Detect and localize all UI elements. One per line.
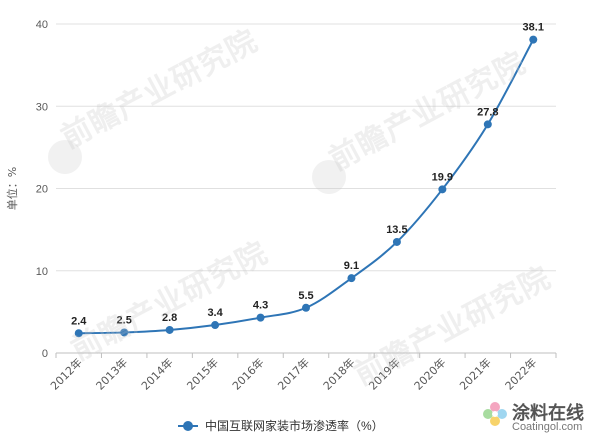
data-label: 3.4 — [207, 307, 223, 319]
data-label: 38.1 — [523, 22, 544, 34]
x-tick-label: 2012年 — [47, 355, 84, 392]
logo-text-en: Coatingol.com — [512, 421, 583, 433]
y-tick-label: 40 — [36, 19, 48, 31]
x-tick-label: 2019年 — [366, 355, 403, 392]
x-tick-label: 2013年 — [93, 355, 130, 392]
x-tick-label: 2016年 — [229, 355, 266, 392]
x-tick-label: 2014年 — [138, 355, 175, 392]
data-point — [120, 328, 129, 337]
data-label: 2.4 — [71, 315, 87, 327]
y-tick-label: 0 — [42, 348, 48, 360]
y-tick-label: 20 — [36, 184, 48, 196]
legend-marker — [178, 420, 198, 431]
x-tick-label: 2018年 — [320, 355, 357, 392]
legend-label: 中国互联网家装市场渗透率（%） — [205, 419, 384, 433]
data-point — [211, 321, 220, 330]
data-label: 2.5 — [117, 314, 132, 326]
data-label: 27.8 — [477, 106, 498, 118]
data-point — [302, 303, 310, 312]
flower-logo-icon — [483, 402, 507, 426]
data-label: 5.5 — [298, 290, 313, 302]
series-line — [78, 39, 535, 335]
data-point — [529, 35, 538, 44]
data-point — [165, 325, 174, 334]
legend: 中国互联网家装市场渗透率（%） — [178, 417, 384, 434]
data-label: 19.9 — [432, 171, 453, 183]
y-axis-label: 单位：% — [5, 167, 19, 210]
y-tick-label: 10 — [36, 266, 48, 278]
data-label: 2.8 — [162, 312, 177, 324]
data-point — [74, 329, 83, 338]
site-logo: 涂料在线 Coatingol.com — [482, 397, 588, 437]
data-label: 13.5 — [386, 224, 407, 236]
x-tick-label: 2020年 — [411, 355, 448, 392]
data-point — [347, 274, 356, 283]
x-tick-label: 2015年 — [184, 355, 221, 392]
x-tick-label: 2017年 — [275, 355, 312, 392]
x-tick-label: 2021年 — [456, 355, 493, 392]
data-point — [256, 313, 265, 322]
data-point — [483, 120, 492, 129]
data-point — [438, 185, 447, 194]
data-label: 4.3 — [253, 300, 268, 312]
x-tick-label: 2022年 — [502, 355, 539, 392]
data-point — [392, 237, 401, 246]
y-tick-label: 30 — [36, 101, 48, 113]
logo-text-cn: 涂料在线 — [512, 403, 584, 424]
data-label: 9.1 — [344, 260, 359, 272]
